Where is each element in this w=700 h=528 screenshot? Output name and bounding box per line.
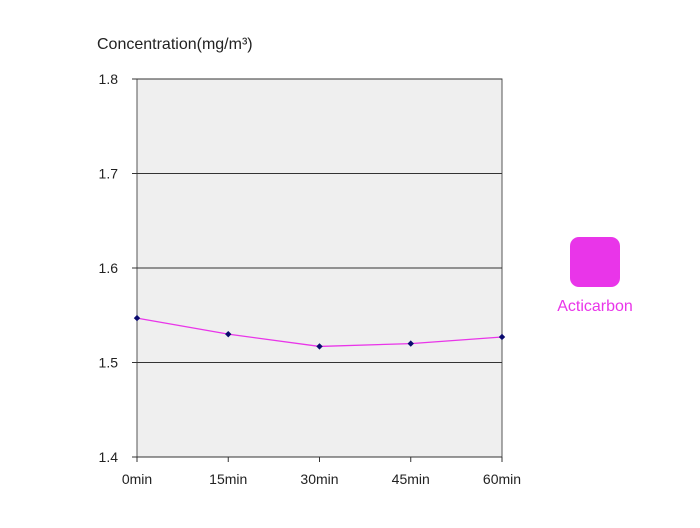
y-tick-label-2: 1.6 xyxy=(99,260,119,276)
gridlines xyxy=(137,78,502,458)
data-point-0-1 xyxy=(225,330,232,338)
x-tick-label-4: 60min xyxy=(483,471,521,487)
y-tick-label-1: 1.5 xyxy=(99,355,119,371)
y-tick-label-0: 1.4 xyxy=(99,449,119,465)
y-tick-label-4: 1.8 xyxy=(99,71,119,87)
y-axis-label: Concentration(mg/m³) xyxy=(97,36,253,53)
data-point-0-2 xyxy=(316,343,323,350)
data-point-0-4 xyxy=(498,333,506,341)
x-tick-label-0: 0min xyxy=(122,471,152,487)
series-group xyxy=(133,314,506,350)
x-tick-label-3: 45min xyxy=(392,471,430,487)
y-tick-label-3: 1.7 xyxy=(99,166,119,182)
x-tick-label-2: 30min xyxy=(300,471,338,487)
legend-label: Acticarbon xyxy=(557,298,633,315)
legend-swatch xyxy=(570,237,620,287)
x-tick-label-1: 15min xyxy=(209,471,247,487)
y-axis-ticks: 1.4 1.5 1.6 1.7 1.8 xyxy=(99,71,137,465)
x-axis-ticks: 0min 15min 30min 45min 60min xyxy=(122,457,521,487)
data-point-0-3 xyxy=(407,340,414,347)
legend: Acticarbon xyxy=(557,237,633,315)
data-point-0-0 xyxy=(133,314,141,322)
